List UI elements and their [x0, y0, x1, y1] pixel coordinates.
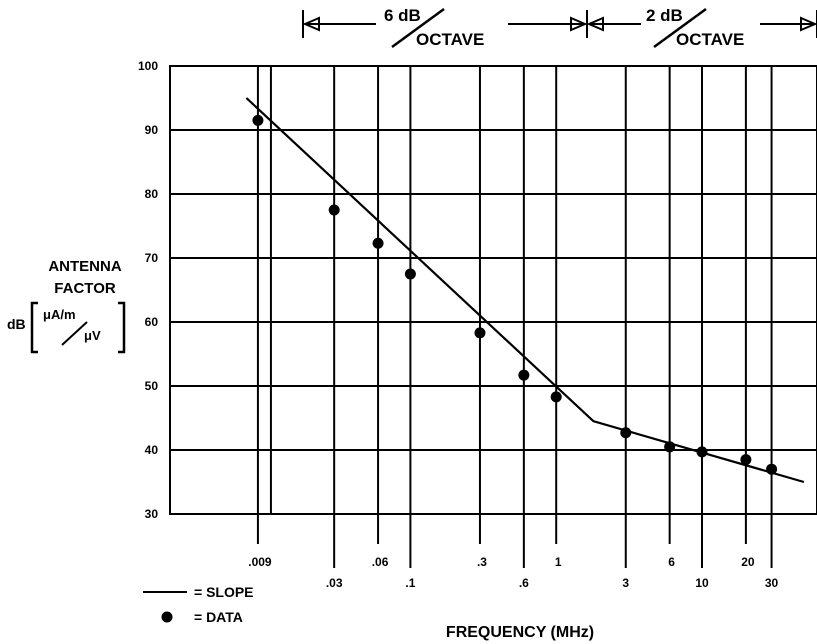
plot-frame	[169, 65, 817, 515]
data-point	[550, 391, 562, 403]
right-bracket-icon	[118, 301, 126, 354]
y-tick-label: 60	[145, 315, 159, 329]
y-tick-label: 30	[145, 507, 159, 521]
left-bracket-icon	[30, 301, 38, 354]
arrow-head-icon	[302, 16, 320, 32]
annotations: 6 dB OCTAVE 2 dB OCTAVE	[302, 6, 817, 49]
y-tick-label: 50	[145, 379, 159, 393]
arrow-head-icon	[586, 16, 604, 32]
data-point	[328, 204, 340, 216]
y-label-prefix: dB	[7, 316, 26, 332]
x-tick-label: 6	[668, 555, 675, 569]
x-tick-label: .6	[519, 576, 529, 590]
data-point	[252, 114, 264, 126]
annotation-sublabel: OCTAVE	[416, 30, 484, 49]
y-label-denominator: μV	[84, 328, 101, 343]
annotation-sublabel: OCTAVE	[676, 30, 744, 49]
grid	[170, 65, 817, 515]
data-point	[474, 327, 486, 339]
data-point	[620, 427, 632, 439]
y-tick-label: 90	[145, 123, 159, 137]
x-tick-label: .06	[372, 555, 389, 569]
data-point	[372, 237, 384, 249]
arrow-head-icon	[800, 16, 817, 32]
x-tick-label: .009	[248, 555, 272, 569]
legend-slope-label: = SLOPE	[194, 584, 254, 600]
slope-line	[245, 97, 805, 484]
data-point	[766, 463, 778, 475]
series	[245, 97, 805, 484]
x-tick-label: 3	[622, 576, 629, 590]
annotation-slash	[653, 7, 707, 49]
x-tick-label: .1	[405, 576, 415, 590]
data-point	[404, 268, 416, 280]
fraction-slash	[61, 321, 88, 346]
y-label-line2: FACTOR	[54, 280, 116, 297]
y-label-numerator: μA/m	[43, 307, 76, 322]
x-tick-label: 10	[695, 576, 709, 590]
x-tick-label: .3	[477, 555, 487, 569]
x-tick-label: 30	[765, 576, 779, 590]
y-tick-label: 80	[145, 187, 159, 201]
y-axis-label: ANTENNA FACTOR dB μA/m μV	[7, 258, 126, 354]
x-tick-label: .03	[326, 576, 343, 590]
data-point	[518, 369, 530, 381]
annotation-slash	[391, 7, 445, 49]
data-point	[740, 454, 752, 466]
legend: = SLOPE = DATA	[143, 584, 254, 625]
data-point	[664, 441, 676, 453]
x-tick-label: 20	[741, 555, 755, 569]
y-tick-label: 70	[145, 251, 159, 265]
x-axis-title: FREQUENCY (MHz)	[445, 624, 595, 641]
y-tick-label: 40	[145, 443, 159, 457]
annotation-label: 6 dB	[384, 6, 421, 25]
legend-data-label: = DATA	[194, 609, 243, 625]
annotation-label: 2 dB	[646, 6, 683, 25]
x-ticks: .009 .03 .06 .1 .3 .6 1 3 6 10 20 30	[248, 514, 779, 590]
y-tick-labels: 30 40 50 60 70 80 90 100	[138, 59, 158, 521]
arrow-head-icon	[570, 16, 588, 32]
y-label-line1: ANTENNA	[48, 258, 121, 275]
data-point	[696, 446, 708, 458]
legend-dot-icon	[161, 611, 173, 623]
x-tick-label: 1	[555, 555, 562, 569]
y-tick-label: 100	[138, 59, 158, 73]
